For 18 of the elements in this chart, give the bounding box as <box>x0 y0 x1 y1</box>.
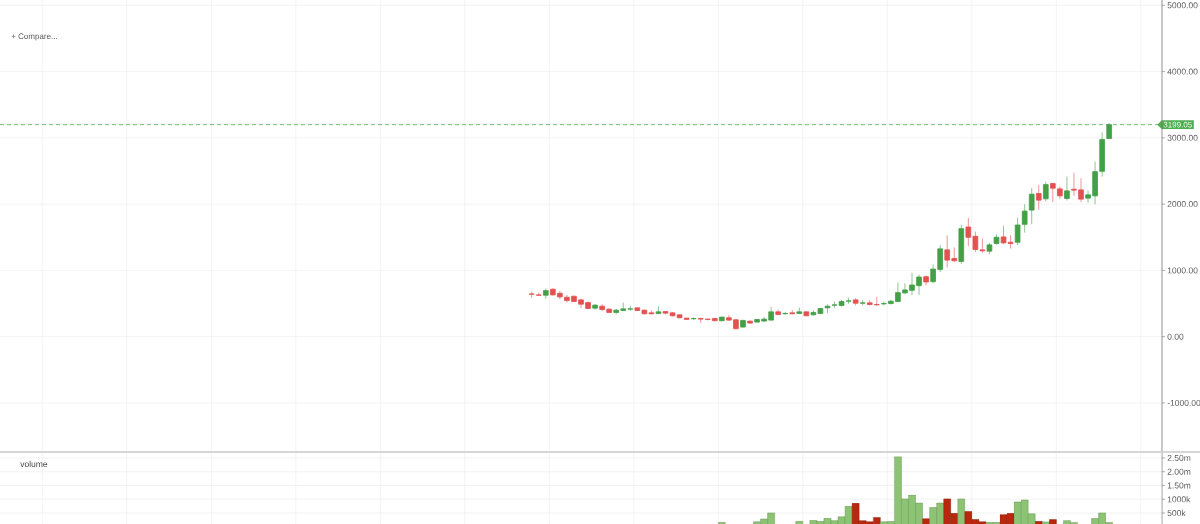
y-tick-label: 3000.00 <box>1167 134 1198 141</box>
y-tick-label: 1000k <box>1167 496 1191 503</box>
ref-line-label: 3199.05 <box>1163 121 1192 128</box>
y-tick-label: 0.00 <box>1167 333 1184 340</box>
y-tick-label: 1000.00 <box>1167 267 1198 274</box>
y-tick-label: -1000.00 <box>1167 399 1200 406</box>
y-tick-label: 2.00m <box>1167 468 1191 475</box>
candlestick <box>1035 184 1042 211</box>
text: volume <box>20 460 48 468</box>
candlestick <box>1043 181 1049 202</box>
annotation: + Compare... <box>11 33 57 41</box>
y-tick-label: 2000.00 <box>1167 201 1198 208</box>
y-tick-label: 4000.00 <box>1167 68 1198 75</box>
candlestick <box>1064 176 1070 201</box>
y-tick-label: 1.50m <box>1167 482 1191 489</box>
y-tick-label: 500k <box>1167 509 1186 517</box>
y-tick-label: 2.50m <box>1167 454 1191 461</box>
y-tick-label: 5000.00 <box>1167 2 1198 9</box>
